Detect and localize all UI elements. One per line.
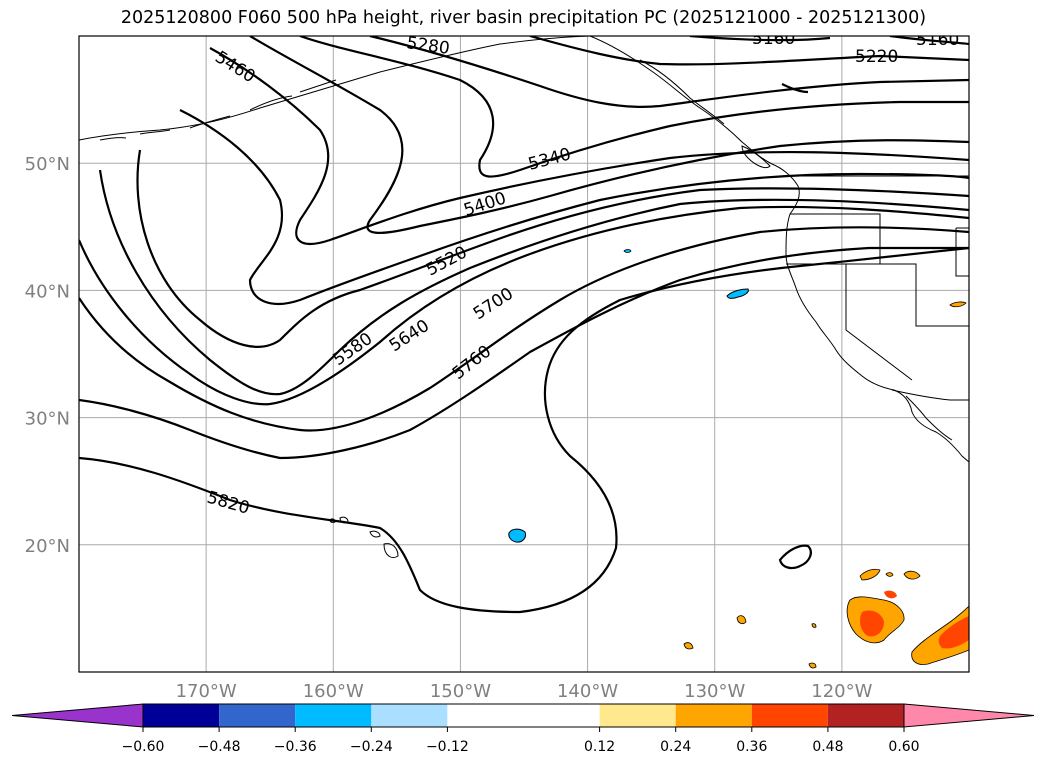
map-frame [78, 35, 970, 673]
state-border-2 [786, 263, 969, 327]
colorbar-tick-label: 0.48 [812, 739, 843, 755]
blue-patch-small [623, 249, 632, 253]
latitude-tick-label: 30°N [25, 409, 70, 430]
orange-patch-north-2 [903, 570, 921, 580]
contour-5700 [79, 205, 969, 406]
contour-label: 5160 [752, 29, 795, 49]
orange-patch-coast [949, 301, 967, 308]
contour-5820-closed [778, 544, 812, 570]
contour-5640 [98, 169, 969, 396]
latitude-tick-label: 40°N [25, 281, 70, 302]
orange-patch-west-4 [811, 623, 817, 628]
latitude-tick-label: 50°N [25, 154, 70, 175]
canada-coast [639, 59, 725, 125]
contour-5340 [299, 36, 969, 178]
hawaii-island-maui [369, 530, 381, 538]
state-border-3 [845, 264, 913, 381]
colorbar-swatch [675, 704, 752, 727]
longitude-tick-label: 170°W [176, 681, 237, 702]
orange-patch-east [911, 605, 969, 665]
north-america-coast [589, 36, 969, 463]
baja-california-coast [905, 395, 953, 441]
us-mexico-border [891, 389, 969, 401]
contour-5160-a [689, 36, 831, 42]
contour-5520 [179, 109, 969, 305]
colorbar-tick-label: 0.12 [584, 739, 615, 755]
colorbar-swatch [219, 704, 296, 727]
contour-5820-a [79, 246, 969, 614]
hawaii-island-big [383, 543, 399, 558]
longitude-tick-label: 160°W [303, 681, 364, 702]
colorbar-swatch [371, 704, 448, 727]
orange-patch-west-2 [683, 642, 694, 650]
orange-patch-north-3 [885, 572, 894, 577]
alaska-coast [79, 36, 591, 141]
contour-label: 5280 [405, 33, 451, 59]
contour-5820-b [79, 246, 969, 460]
colorbar-tick-label: 0.36 [736, 739, 767, 755]
colorbar-swatch [447, 704, 600, 727]
colorbar-tick-label: −0.36 [274, 739, 317, 755]
colorbar-swatch [751, 704, 828, 727]
contour-5220 [529, 36, 969, 66]
state-border-4 [955, 227, 969, 277]
longitude-tick-label: 150°W [430, 681, 491, 702]
contour-5160-closed [781, 83, 809, 94]
colorbar-tick-label: 0.24 [660, 739, 691, 755]
colorbar-tick-label: −0.24 [350, 739, 393, 755]
colorbar-swatch [143, 704, 220, 727]
colorbar: −0.60 −0.48 −0.36 −0.24 −0.12 0.12 0.24 0.36 0.4… [11, 703, 1035, 755]
orange-patch-west-1 [736, 615, 747, 625]
colorbar-tick-label: −0.12 [426, 739, 469, 755]
map-title: 2025120800 F060 500 hPa height, river ba… [120, 8, 927, 28]
longitude-tick-label: 120°W [811, 681, 872, 702]
blue-patch-hawaii [508, 528, 526, 543]
latitude-tick-label: 20°N [25, 536, 70, 557]
contour-5580 [136, 149, 969, 348]
longitude-tick-label: 140°W [557, 681, 618, 702]
graticule [79, 36, 969, 672]
colorbar-tick-label: −0.60 [122, 739, 165, 755]
colorbar-swatch [295, 704, 372, 727]
height-contours [79, 36, 969, 614]
colorbar-extend-min [11, 703, 144, 728]
colorbar-tick-label: −0.48 [198, 739, 241, 755]
longitude-labels: 170°W 160°W 150°W 140°W 130°W 120°W [176, 681, 873, 702]
orange-patch-north-1 [859, 568, 881, 581]
contour-5280 [369, 36, 969, 108]
precip-pc-shading [508, 249, 969, 669]
red-patch-large [860, 610, 884, 637]
colorbar-swatch [599, 704, 676, 727]
contour-5760 [79, 226, 969, 432]
contour-5160-b [889, 36, 969, 46]
orange-patch-west-3 [808, 662, 817, 669]
colorbar-outline [142, 703, 905, 728]
blue-patch-northeast-pacific [726, 288, 749, 299]
aleutian-islands [99, 79, 337, 141]
contour-label: 5160 [916, 30, 959, 50]
colorbar-tick-label: 0.60 [888, 739, 919, 755]
red-patch-small [884, 590, 897, 599]
longitude-tick-label: 130°W [684, 681, 745, 702]
hawaii-island-kauai [329, 518, 336, 523]
colorbar-swatch [827, 704, 904, 727]
colorbar-extend-max [903, 703, 1035, 728]
latitude-labels: 20°N 30°N 40°N 50°N [25, 154, 70, 557]
red-patch-east [938, 616, 969, 649]
contour-label: 5220 [855, 47, 898, 67]
contour-5400 [249, 36, 969, 234]
map-frame-background [79, 36, 969, 672]
